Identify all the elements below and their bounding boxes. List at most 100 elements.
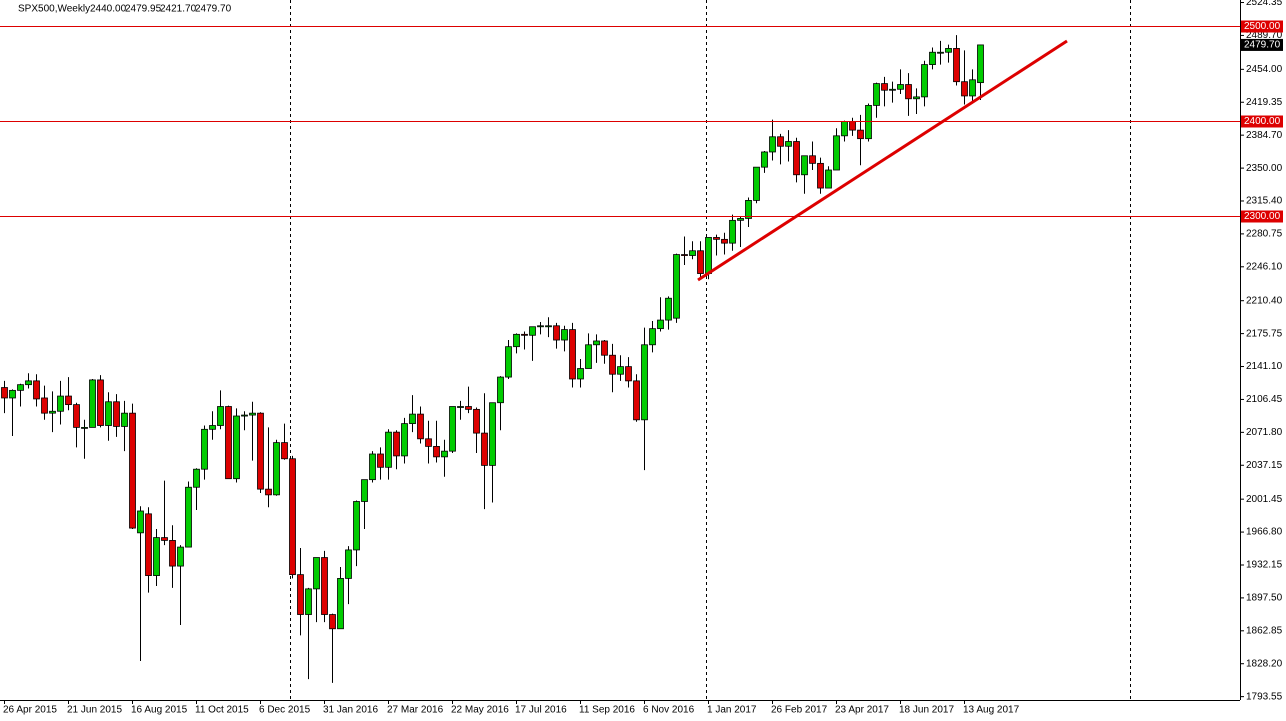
candle-body: [737, 218, 744, 221]
level-label: 2400.00: [1244, 116, 1281, 127]
candle-body: [9, 389, 16, 399]
candle-body: [345, 549, 352, 579]
candle-body: [625, 366, 632, 382]
x-tick-label: 23 Apr 2017: [835, 705, 889, 716]
candle-body: [185, 486, 192, 548]
candle-body: [689, 250, 696, 256]
candle-body: [945, 48, 952, 53]
candle-body: [281, 442, 288, 460]
level-label-box: [1241, 115, 1283, 128]
candle-body: [73, 404, 80, 428]
candle-body: [129, 412, 136, 529]
y-tick-label: 2315.40: [1246, 196, 1283, 207]
axes: 2524.35 2489.70 2454.00 2419.35 2384.70 2350.…: [3, 0, 1283, 716]
plot: [0, 26, 1240, 683]
x-tick-label: 22 May 2016: [451, 705, 509, 716]
x-tick-label: 11 Sep 2016: [579, 705, 635, 716]
x-tick-label: 16 Aug 2015: [131, 705, 188, 716]
candle-body: [705, 237, 712, 274]
x-tick-label: 27 Mar 2016: [387, 705, 444, 716]
candle-body: [505, 346, 512, 378]
candle-body: [57, 395, 64, 412]
y-tick-label: 2037.15: [1246, 460, 1283, 471]
candle-body: [657, 319, 664, 330]
candle-body: [97, 379, 104, 426]
candle-body: [801, 155, 808, 176]
candle-body: [521, 333, 528, 336]
candle-body: [641, 344, 648, 421]
candle-body: [465, 406, 472, 410]
y-tick-label: 2524.35: [1246, 0, 1283, 8]
y-tick-label: 2071.80: [1246, 427, 1283, 438]
candle-body: [353, 501, 360, 551]
candle-body: [177, 546, 184, 567]
candle-body: [441, 450, 448, 458]
candle-body: [169, 540, 176, 567]
candle-body: [385, 431, 392, 468]
trendline: [697, 39, 1068, 282]
candle-body: [889, 88, 896, 91]
y-tick-label: 1862.85: [1246, 625, 1283, 636]
x-tick-label: 13 Aug 2017: [963, 705, 1020, 716]
candle-body: [161, 537, 168, 541]
candle-body: [225, 406, 232, 480]
candle-body: [601, 340, 608, 356]
candle-body: [241, 414, 248, 417]
candle-body: [49, 410, 56, 414]
candle-body: [401, 423, 408, 457]
candle-body: [817, 162, 824, 189]
candle-body: [17, 384, 24, 391]
candle-body: [297, 574, 304, 615]
candle-body: [809, 155, 816, 164]
candle-body: [673, 254, 680, 319]
candle-body: [529, 326, 536, 336]
candle-body: [65, 395, 72, 406]
level-label-box: [1241, 20, 1283, 33]
y-tick-label: 2280.75: [1246, 229, 1283, 240]
candle-body: [121, 412, 128, 427]
x-tick-label: 18 Jun 2017: [899, 705, 954, 716]
candle-body: [585, 344, 592, 369]
candle-body: [761, 151, 768, 168]
candle-body: [969, 79, 976, 97]
candle-body: [337, 578, 344, 630]
candle-body: [137, 510, 144, 534]
candle-body: [857, 129, 864, 140]
candle-body: [193, 468, 200, 488]
candle-body: [921, 64, 928, 98]
x-tick-label: 11 Oct 2015: [195, 705, 249, 716]
candle-body: [513, 333, 520, 348]
header-value: 2421.70: [160, 4, 197, 15]
x-tick-label: 6 Nov 2016: [643, 705, 695, 716]
candle-body: [769, 136, 776, 153]
candle-body: [681, 254, 688, 256]
candle-body: [841, 121, 848, 137]
candle-body: [913, 96, 920, 100]
candle-body: [697, 250, 704, 274]
period-separators: [290, 0, 1131, 700]
level-label: 2500.00: [1244, 21, 1281, 32]
candle-body: [729, 219, 736, 244]
candle-body: [153, 537, 160, 576]
candle-body: [273, 442, 280, 496]
candle-body: [1, 387, 8, 399]
y-tick-label: 2246.10: [1246, 261, 1283, 272]
candle-body: [881, 83, 888, 91]
candle-body: [777, 136, 784, 147]
chart-title: SPX500,Weekly: [18, 4, 90, 15]
candle-body: [569, 329, 576, 380]
candle-body: [393, 431, 400, 457]
candle-body: [89, 379, 96, 428]
candle-body: [537, 325, 544, 328]
candle-body: [105, 401, 112, 426]
header-value: 2440.00: [90, 4, 127, 15]
candle-body: [433, 446, 440, 458]
candle-body: [849, 121, 856, 131]
candle-body: [217, 406, 224, 426]
candle-body: [633, 380, 640, 421]
x-tick-label: 31 Jan 2016: [323, 705, 378, 716]
candle-body: [961, 81, 968, 97]
y-tick-label: 1966.80: [1246, 527, 1283, 538]
candle-body: [785, 141, 792, 147]
